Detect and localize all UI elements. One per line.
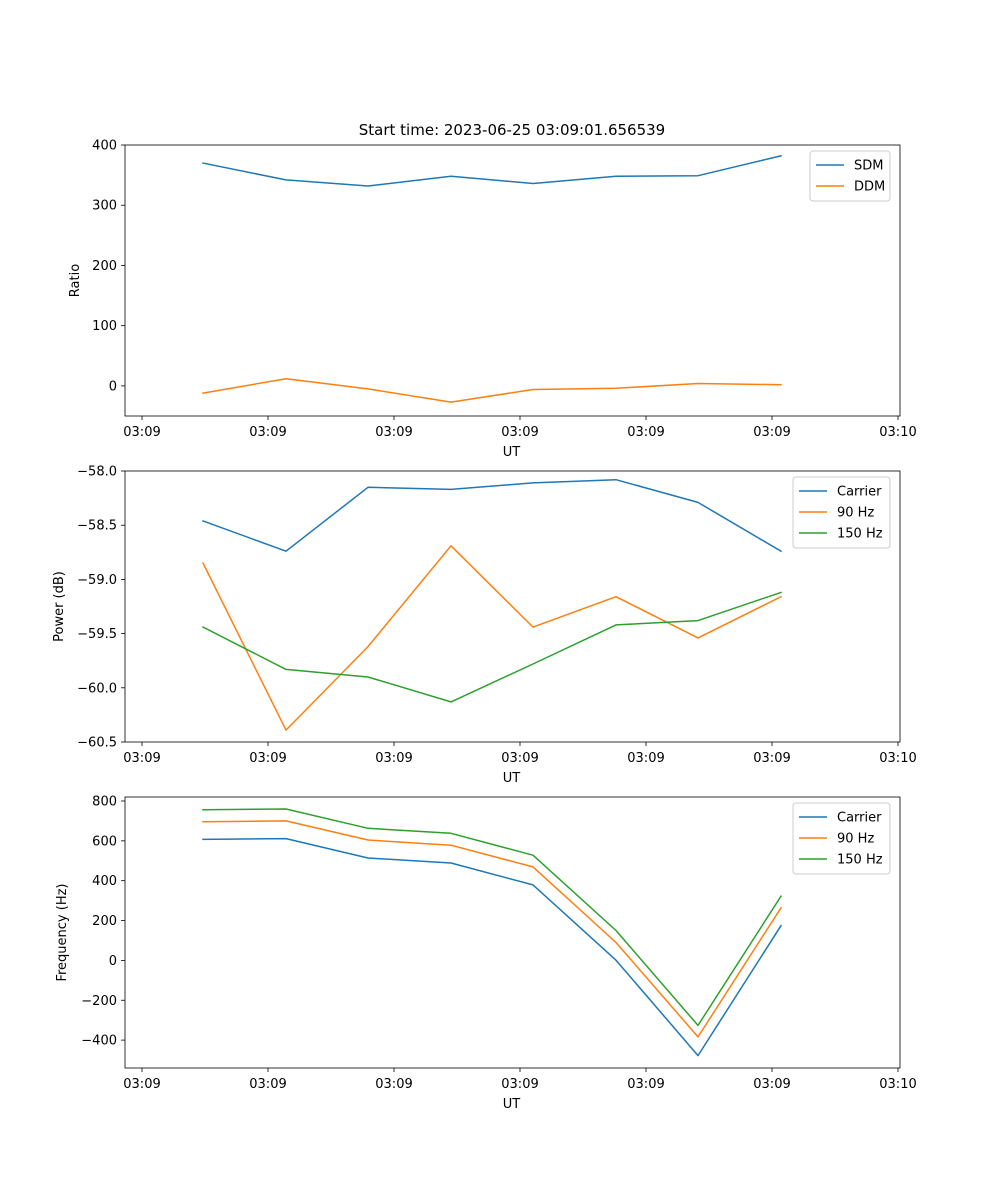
x-axis-label: UT	[503, 445, 521, 460]
legend: Carrier 90 Hz 150 Hz	[792, 476, 891, 549]
y-tick-label: −60.5	[77, 736, 117, 751]
plot-1: 03:09 03:09 03:09 03:09 03:09 03:09 03:10 0 100 2…	[68, 139, 917, 461]
x-tick-label: 03:09	[123, 425, 160, 440]
x-tick-label: 03:10	[879, 751, 916, 766]
x-tick-label: 03:10	[879, 425, 916, 440]
y-tick-label: 600	[92, 834, 117, 849]
x-tick-label: 03:09	[501, 1077, 538, 1092]
y-tick-label: −60.0	[77, 681, 117, 696]
y-tick-label: −400	[81, 1034, 117, 1049]
series-line-carrier	[202, 478, 783, 553]
y-tick-label: 400	[92, 139, 117, 154]
series-line-150-hz	[201, 591, 782, 703]
x-tick-label: 03:09	[375, 751, 412, 766]
series-line-90-hz	[202, 820, 783, 1038]
legend-label-carrier: Carrier	[837, 485, 882, 500]
x-tick-label: 03:09	[753, 751, 790, 766]
series-line-carrier	[202, 837, 783, 1057]
plot-3: 03:09 03:09 03:09 03:09 03:09 03:09 03:10 −400 −…	[55, 794, 917, 1112]
y-tick-label: 400	[92, 874, 117, 889]
x-tick-label: 03:09	[501, 751, 538, 766]
y-tick-label: 0	[109, 954, 117, 969]
x-tick-label: 03:09	[123, 1077, 160, 1092]
y-tick-label: 200	[92, 914, 117, 929]
x-tick-label: 03:09	[123, 751, 160, 766]
x-tick-label: 03:10	[879, 1077, 916, 1092]
y-tick-label: −59.5	[77, 627, 117, 642]
series-line-ddm	[202, 377, 782, 403]
legend: Carrier 90 Hz 150 Hz	[792, 802, 891, 875]
y-tick-label: 300	[92, 199, 117, 214]
x-tick-label: 03:09	[627, 751, 664, 766]
legend-label-sdm: SDM	[854, 159, 883, 174]
plot-2: 03:09 03:09 03:09 03:09 03:09 03:09 03:10 −60.5…	[52, 465, 917, 787]
y-axis-label: Power (dB)	[52, 571, 67, 642]
x-tick-label: 03:09	[627, 425, 664, 440]
legend-box	[792, 802, 891, 875]
legend-label-90-hz: 90 Hz	[837, 506, 874, 521]
y-tick-label: −58.5	[77, 519, 117, 534]
y-axis-label: Ratio	[68, 264, 83, 297]
x-tick-label: 03:09	[375, 425, 412, 440]
legend-label-carrier: Carrier	[837, 811, 882, 826]
x-tick-label: 03:09	[249, 1077, 286, 1092]
y-tick-label: −59.0	[77, 573, 117, 588]
series-line-150-hz	[202, 808, 783, 1027]
x-tick-label: 03:09	[249, 425, 286, 440]
x-tick-label: 03:09	[249, 751, 286, 766]
x-tick-label: 03:09	[501, 425, 538, 440]
x-tick-label: 03:09	[753, 425, 790, 440]
y-tick-label: 0	[109, 379, 117, 394]
x-tick-label: 03:09	[753, 1077, 790, 1092]
legend-label-150-hz: 150 Hz	[837, 853, 883, 868]
series-line-90-hz	[201, 545, 783, 731]
axes-frame	[124, 796, 901, 1069]
x-tick-label: 03:09	[375, 1077, 412, 1092]
axes-frame	[124, 144, 901, 417]
series-line-sdm	[202, 154, 782, 187]
legend-label-150-hz: 150 Hz	[837, 527, 883, 542]
legend-box	[809, 150, 891, 202]
figure-title: Start time: 2023-06-25 03:09:01.656539	[359, 121, 665, 139]
legend-label-ddm: DDM	[854, 180, 885, 195]
y-tick-label: 100	[92, 319, 117, 334]
legend-label-90-hz: 90 Hz	[837, 832, 874, 847]
y-axis-label: Frequency (Hz)	[55, 883, 70, 981]
y-tick-label: 800	[92, 794, 117, 809]
y-tick-label: −200	[81, 994, 117, 1009]
y-tick-label: −58.0	[77, 465, 117, 480]
axes-frame	[124, 470, 901, 743]
legend-box	[792, 476, 891, 549]
x-axis-label: UT	[503, 771, 521, 786]
x-axis-label: UT	[503, 1097, 521, 1112]
y-tick-label: 200	[92, 259, 117, 274]
x-tick-label: 03:09	[627, 1077, 664, 1092]
legend: SDM DDM	[809, 150, 891, 202]
